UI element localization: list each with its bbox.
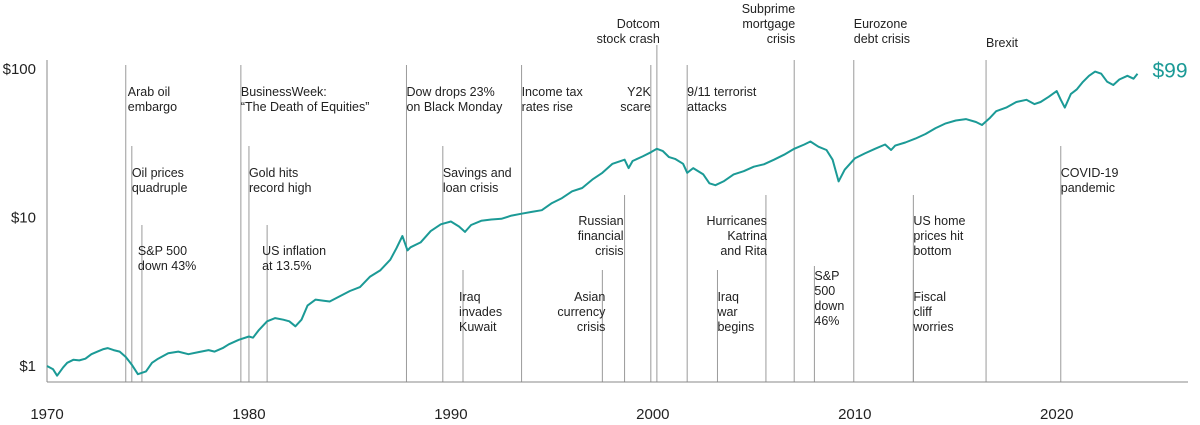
event-lines	[125, 45, 1062, 382]
x-tick-label: 1980	[232, 406, 265, 423]
event-label-line: bottom	[913, 244, 951, 258]
y-tick-label: $10	[11, 209, 36, 226]
event-label-line: Hurricanes	[706, 214, 766, 228]
event-label-line: crisis	[767, 32, 795, 46]
event-label-line: 46%	[814, 314, 839, 328]
event-label-line: attacks	[687, 100, 727, 114]
event-label-line: Savings and	[443, 166, 512, 180]
event-label: COVID-19 pandemic	[1061, 166, 1119, 195]
event-label-line: cliff	[913, 305, 932, 319]
event-label: Oil prices quadruple	[132, 166, 188, 195]
event-label: Hurricanes Katrina and Rita	[706, 214, 766, 258]
x-tick-labels: 1970 1980 1990 2000 2010 2020	[30, 406, 1073, 423]
event-label-line: Y2K	[627, 85, 651, 99]
event-label-line: begins	[717, 320, 754, 334]
event-label: Iraq invades Kuwait	[459, 290, 502, 334]
event-label-line: Fiscal	[913, 290, 946, 304]
event-label-line: Katrina	[727, 229, 767, 243]
y-tick-labels: $1 $10 $100	[3, 61, 36, 375]
event-label-line: Asian	[574, 290, 605, 304]
event-label: US inflation at 13.5%	[262, 244, 326, 273]
event-label-line: quadruple	[132, 181, 188, 195]
event-label-line: 500	[814, 284, 835, 298]
event-label-line: BusinessWeek:	[241, 85, 327, 99]
event-label: Dow drops 23% on Black Monday	[406, 85, 503, 114]
event-label: Arab oil embargo	[128, 85, 177, 114]
event-label-line: Income tax	[522, 85, 584, 99]
y-tick-label: $1	[19, 358, 36, 375]
event-label-line: currency	[557, 305, 606, 319]
event-label-line: scare	[620, 100, 651, 114]
event-label: Gold hits record high	[249, 166, 312, 195]
event-label-line: on Black Monday	[406, 100, 503, 114]
event-label-line: at 13.5%	[262, 259, 311, 273]
event-label-line: US inflation	[262, 244, 326, 258]
event-label: Income tax rates rise	[522, 85, 584, 114]
x-tick-label: 2010	[838, 406, 871, 423]
event-label: Fiscal cliff worries	[912, 290, 953, 334]
event-label-line: Dotcom	[617, 17, 660, 31]
event-label-line: embargo	[128, 100, 177, 114]
event-label-line: crisis	[595, 244, 623, 258]
event-label: Y2K scare	[620, 85, 651, 114]
event-label-line: COVID-19	[1061, 166, 1119, 180]
event-label: S&P 500 down 43%	[138, 244, 196, 273]
event-label-line: US home	[913, 214, 965, 228]
event-label: Eurozone debt crisis	[854, 17, 910, 46]
event-label-line: stock crash	[597, 32, 660, 46]
event-label-line: crisis	[577, 320, 605, 334]
x-tick-label: 1990	[434, 406, 467, 423]
final-value-label: $99	[1153, 60, 1188, 83]
x-tick-label: 1970	[30, 406, 63, 423]
event-label: 9/11 terrorist attacks	[687, 85, 757, 114]
event-label: S&P 500 down 46%	[814, 269, 844, 328]
event-label-line: debt crisis	[854, 32, 910, 46]
x-tick-label: 2000	[636, 406, 669, 423]
event-label: Dotcom stock crash	[597, 17, 660, 46]
event-label: Savings and loan crisis	[443, 166, 512, 195]
event-label-line: invades	[459, 305, 502, 319]
event-label-line: financial	[578, 229, 624, 243]
event-label-line: down	[814, 299, 844, 313]
event-label: Asian currency crisis	[557, 290, 606, 334]
event-label-line: Eurozone	[854, 17, 908, 31]
x-tick-label: 2020	[1040, 406, 1073, 423]
event-label: Brexit	[986, 36, 1018, 50]
series-line	[46, 70, 1139, 377]
event-label: Subprime mortgage crisis	[742, 2, 796, 46]
event-label-line: prices hit	[913, 229, 964, 243]
event-label-line: “The Death of Equities”	[241, 100, 370, 114]
event-label-line: mortgage	[742, 17, 795, 31]
event-label-line: war	[716, 305, 737, 319]
event-labels: Arab oil embargo Oil prices quadruple S&P 50…	[128, 2, 1119, 334]
y-tick-label: $100	[3, 61, 36, 78]
event-label: Russian financial crisis	[578, 214, 624, 258]
event-label-line: Iraq	[459, 290, 481, 304]
event-label-line: Dow drops 23%	[406, 85, 494, 99]
event-label-line: Kuwait	[459, 320, 497, 334]
event-label-line: rates rise	[522, 100, 573, 114]
event-label-line: down 43%	[138, 259, 196, 273]
event-label-line: record high	[249, 181, 312, 195]
event-label-line: Oil prices	[132, 166, 184, 180]
event-label-line: S&P	[814, 269, 839, 283]
event-label-line: pandemic	[1061, 181, 1115, 195]
event-label-line: 9/11 terrorist	[687, 85, 757, 99]
event-label-line: Russian	[578, 214, 623, 228]
event-label-line: Gold hits	[249, 166, 298, 180]
event-label-line: loan crisis	[443, 181, 499, 195]
event-label-line: Subprime	[742, 2, 796, 16]
event-label: Iraq war begins	[716, 290, 754, 334]
event-label-line: Iraq	[717, 290, 739, 304]
event-label-line: and Rita	[720, 244, 767, 258]
event-label-line: Brexit	[986, 36, 1018, 50]
event-label: BusinessWeek: “The Death of Equities”	[241, 85, 370, 114]
event-label-line: S&P 500	[138, 244, 187, 258]
event-label-line: Arab oil	[128, 85, 170, 99]
event-label: US home prices hit bottom	[913, 214, 965, 258]
event-label-line: worries	[912, 320, 953, 334]
